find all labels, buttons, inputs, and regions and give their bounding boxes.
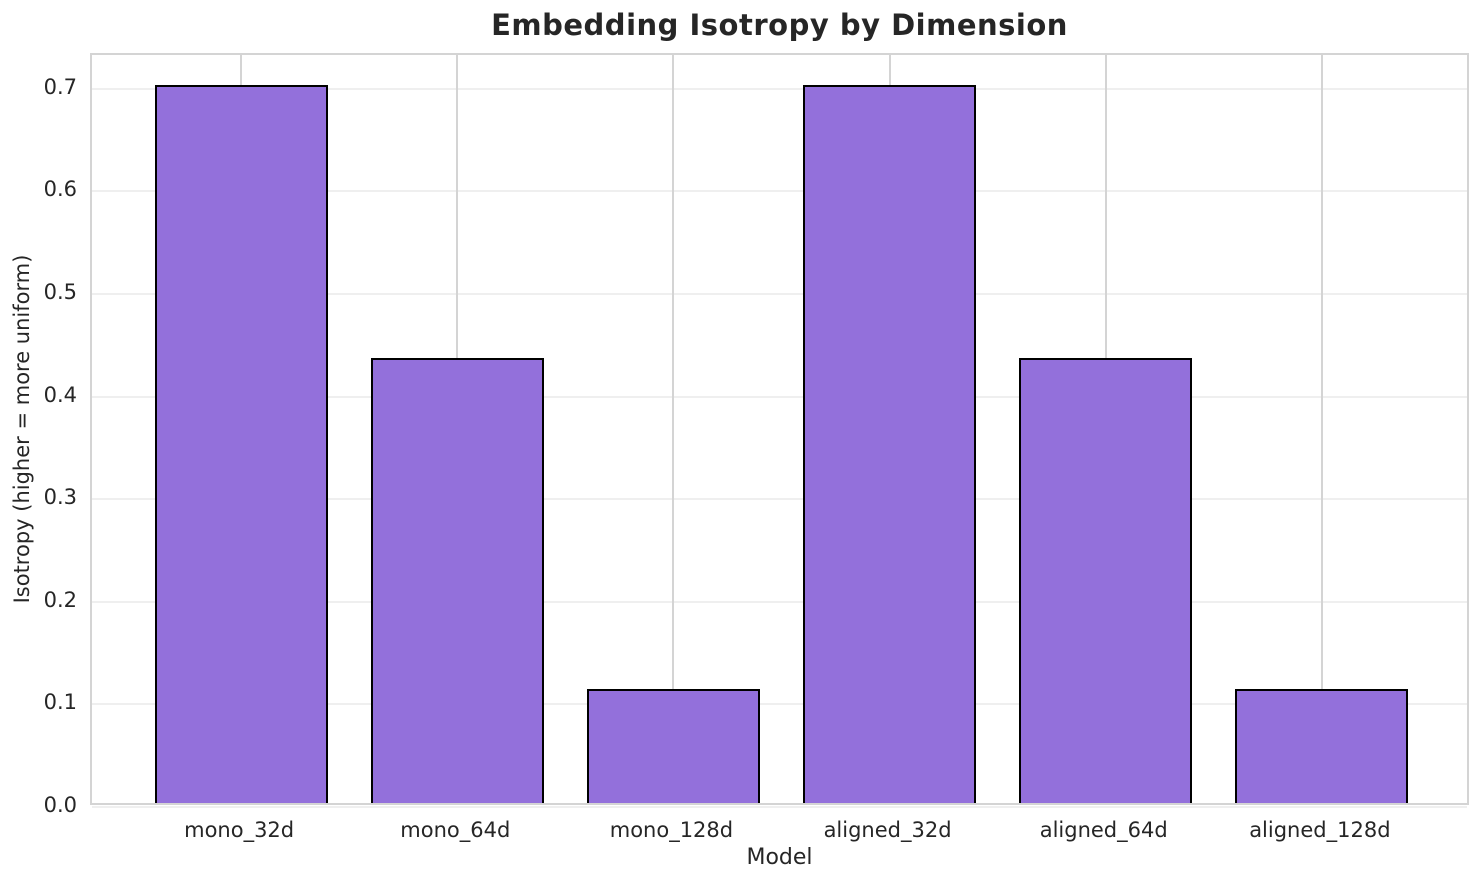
horizontal-gridline — [92, 395, 1467, 398]
y-tick-label: 0.4 — [43, 382, 77, 407]
x-tick-label: aligned_64d — [1039, 818, 1168, 842]
y-tick-label: 0.1 — [43, 690, 77, 715]
chart-title: Embedding Isotropy by Dimension — [491, 8, 1068, 42]
bar-mono_128d — [586, 689, 760, 803]
vertical-gridline — [1320, 55, 1323, 803]
horizontal-gridline — [92, 806, 1467, 808]
bar-aligned_64d — [1019, 357, 1193, 803]
horizontal-gridline — [92, 498, 1467, 501]
vertical-gridline — [672, 55, 675, 803]
x-tick-label: mono_32d — [184, 818, 295, 842]
x-tick-label: aligned_128d — [1249, 818, 1391, 842]
x-tick-label: aligned_32d — [823, 818, 952, 842]
y-axis-label: Isotropy (higher = more uniform) — [10, 254, 34, 604]
y-tick-label: 0.0 — [43, 793, 77, 817]
horizontal-gridline — [92, 87, 1467, 90]
bar-mono_32d — [154, 84, 328, 803]
x-tick-label: mono_64d — [400, 818, 511, 842]
horizontal-gridline — [92, 703, 1467, 706]
plot-area — [90, 53, 1469, 808]
y-tick-label: 0.2 — [43, 587, 77, 612]
y-tick-label: 0.6 — [43, 177, 77, 202]
horizontal-gridline — [92, 293, 1467, 296]
horizontal-gridline — [92, 600, 1467, 603]
x-axis-label: Model — [746, 845, 813, 870]
y-tick-label: 0.7 — [43, 74, 77, 99]
horizontal-gridline — [92, 190, 1467, 193]
x-tick-label: mono_128d — [609, 818, 734, 842]
y-tick-label: 0.3 — [43, 485, 77, 510]
bar-mono_64d — [370, 357, 544, 803]
bar-aligned_128d — [1235, 689, 1409, 803]
bar-aligned_32d — [803, 84, 977, 803]
y-tick-label: 0.5 — [43, 280, 77, 305]
